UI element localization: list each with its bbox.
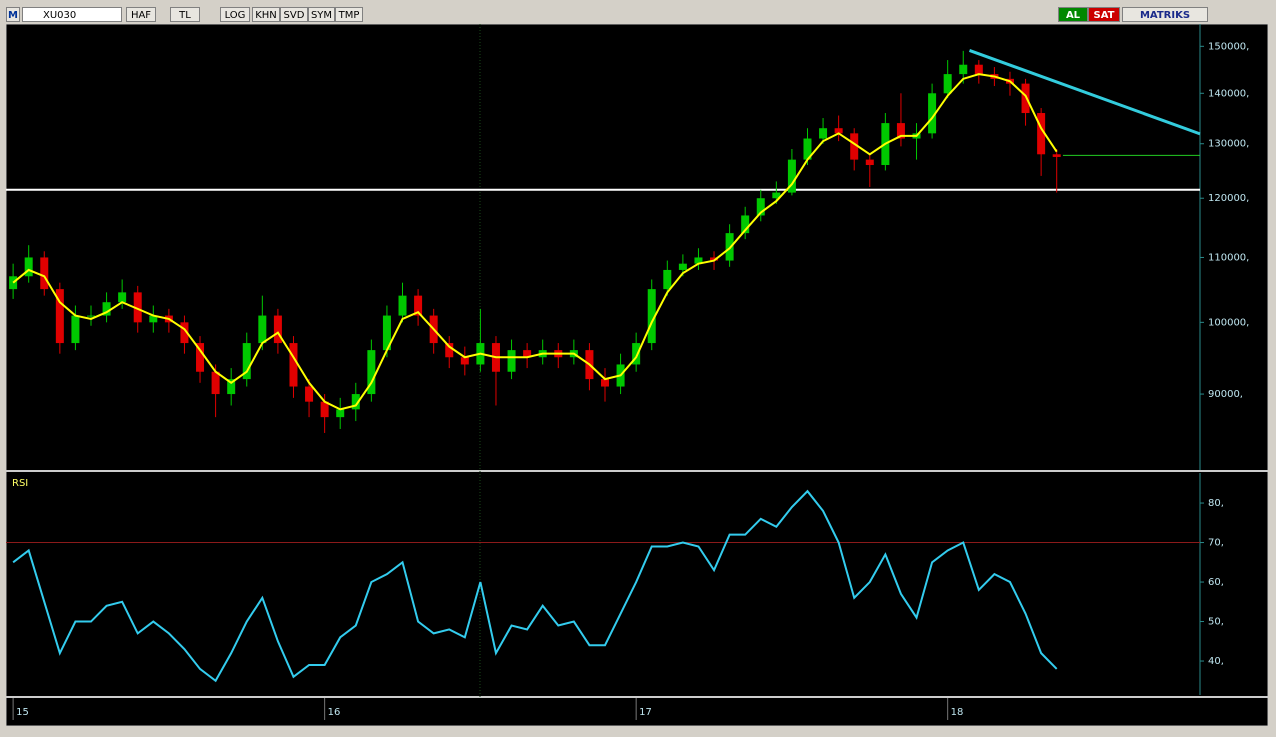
candle-body [974,64,983,75]
candle-body [320,401,329,418]
toolbar-button[interactable]: TL [170,7,200,22]
buy-button[interactable]: AL [1058,7,1088,22]
toolbar-button[interactable]: SYM [308,7,335,22]
candle-body [1052,154,1061,157]
candle-body [24,257,33,277]
candle-body [460,357,469,365]
y-tick-label: 150000, [1208,41,1249,52]
chart-background [6,24,1268,726]
candle-body [258,315,267,344]
candle-body [86,315,95,317]
logo[interactable]: M [6,7,20,22]
x-tick-label: 16 [328,707,341,718]
symbol-field[interactable]: XU030 [22,7,122,22]
candle-body [133,292,142,323]
candle-body [40,257,49,290]
candle-body [834,128,843,134]
y-tick-label: 60, [1208,577,1224,588]
y-tick-label: 110000, [1208,252,1249,263]
y-tick-label: 90000, [1208,389,1243,400]
y-tick-label: 140000, [1208,88,1249,99]
candle-body [445,343,454,358]
candle-body [959,64,968,75]
candle-body [943,74,952,94]
candle-body [1037,113,1046,155]
x-tick-label: 15 [16,707,29,718]
moving-average [12,73,1058,411]
y-tick-label: 50, [1208,617,1224,628]
candle-body [227,379,236,395]
x-tick-label: 17 [639,707,652,718]
pane-title: RSI [12,478,28,489]
candle-body [414,295,423,316]
candle-body [367,350,376,395]
candle-body [787,159,796,193]
toolbar-button[interactable]: SVD [280,7,308,22]
sell-button[interactable]: SAT [1088,7,1120,22]
candle-body [336,409,345,418]
candle-body [896,123,905,139]
candle-body [928,93,937,134]
y-tick-label: 130000, [1208,139,1249,150]
candle-body [211,371,220,395]
y-tick-label: 100000, [1208,317,1249,328]
candle-body [180,322,189,344]
candle-body [507,350,516,372]
candle-body [102,302,111,316]
candle-body [398,295,407,316]
toolbar: M XU030 HAF TL LOG KHN SVD SYM TMP AL SA… [4,6,1270,24]
candle-body [850,133,859,160]
candle-body [71,315,80,344]
y-tick-label: 80, [1208,498,1224,509]
candle-body [382,315,391,351]
candle-body [1021,83,1030,114]
candle-body [289,343,298,387]
candle-body [632,343,641,365]
candle-body [772,192,781,199]
candle-body [819,128,828,139]
brand: MATRIKS [1122,7,1208,22]
candle-body [741,215,750,234]
rsi-line [12,489,1058,683]
candle-body [55,289,64,344]
toolbar-button[interactable]: TMP [335,7,363,22]
candle-body [149,315,158,323]
candle-body [663,269,672,290]
toolbar-button[interactable]: HAF [126,7,156,22]
candle-body [710,257,719,261]
candle-body [523,350,532,358]
candle-body [9,276,18,290]
x-tick-label: 18 [951,707,964,718]
candle-body [601,379,609,387]
candle-body [756,198,765,216]
candle-body [118,292,127,303]
candle-body [305,386,314,402]
toolbar-button[interactable]: LOG [220,7,250,22]
candle-body [694,257,703,264]
trend-line [968,49,1201,136]
candle-body [803,138,812,160]
candle-body [273,315,282,344]
candle-body [647,289,656,344]
candle-body [678,263,687,270]
toolbar-button[interactable]: KHN [252,7,280,22]
y-tick-label: 120000, [1208,193,1249,204]
candle-body [242,343,251,380]
candle-body [865,159,874,166]
y-tick-label: 40, [1208,656,1224,667]
candle-body [196,343,205,372]
chart-area: 90000, 100000, 110000, 120000, 130000, 140000… [6,24,1268,726]
candle-body [351,394,360,410]
y-tick-label: 70, [1208,538,1224,549]
